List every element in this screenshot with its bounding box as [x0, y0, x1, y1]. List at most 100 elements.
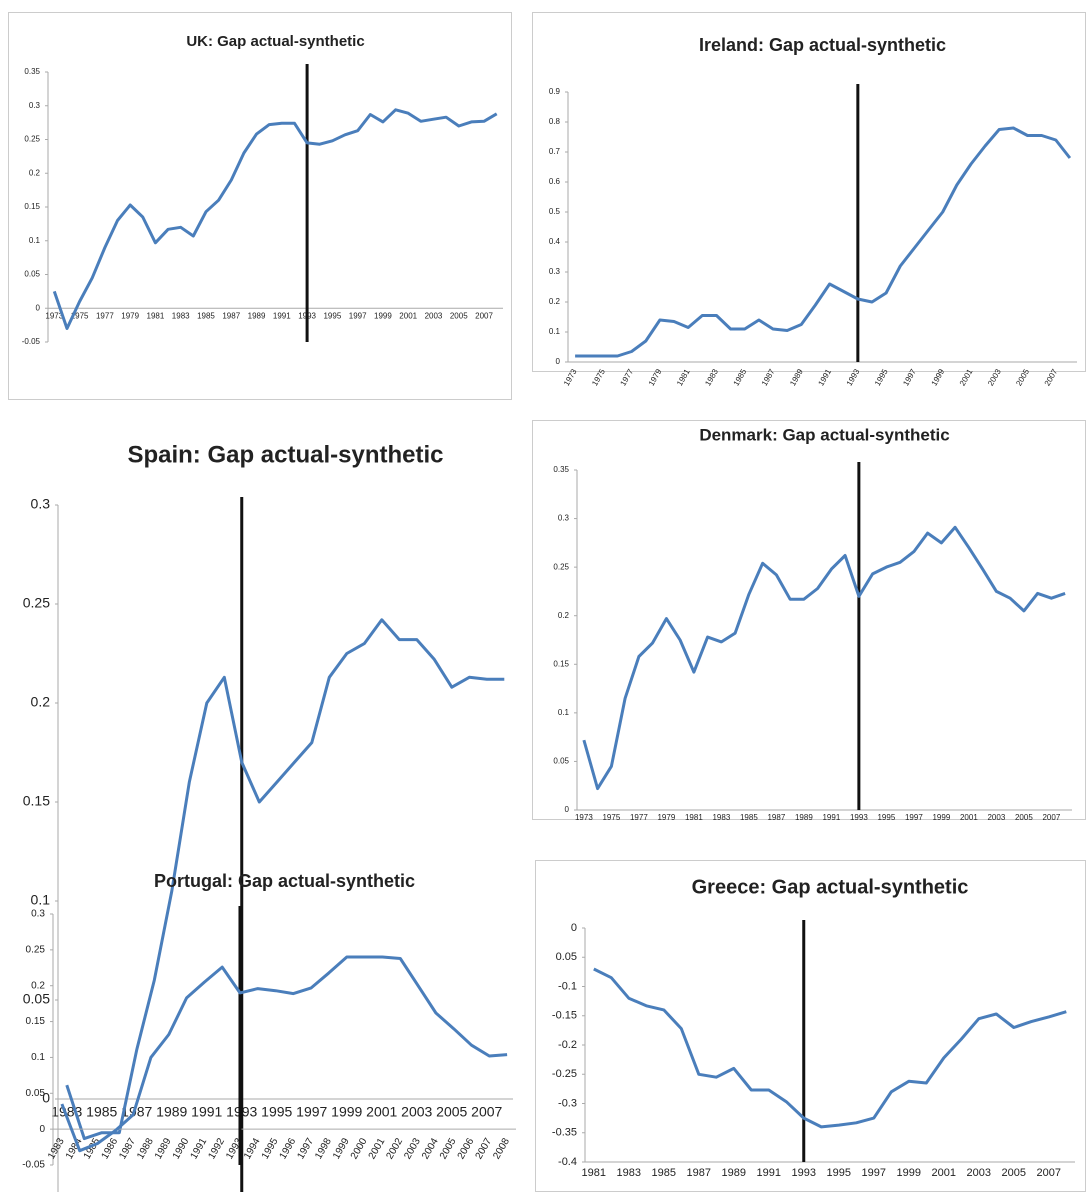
x-tick-label: 1991 [191, 1104, 222, 1120]
y-tick-label: -0.1 [558, 980, 577, 992]
chart-panel: Greece: Gap actual-synthetic -0.4 -0.35 -0.… [535, 860, 1086, 1192]
data-line [52, 108, 498, 330]
x-tick-label: 1985 [740, 813, 758, 822]
x-tick-label: 2007 [471, 1104, 502, 1120]
y-tick-label: 0.1 [558, 708, 570, 717]
x-tick-label: 1993 [792, 1167, 816, 1179]
y-tick-label: 0.05 [24, 270, 40, 279]
x-tick-label: 1973 [562, 367, 579, 387]
y-tick-label: 0.35 [553, 465, 569, 474]
x-tick-label: 1991 [189, 1136, 210, 1161]
x-tick-label: 1987 [222, 311, 240, 320]
y-tick-label: 0.2 [29, 168, 41, 177]
chart-panel: Spain: Gap actual-synthetic -0.05 0 0.05 0.1… [18, 441, 513, 1192]
x-tick-label: 2005 [438, 1136, 459, 1161]
y-tick-label: 0.2 [31, 694, 51, 710]
x-tick-label: 1985 [732, 367, 749, 387]
y-tick-label: 0.3 [31, 496, 51, 512]
x-tick-label: 2001 [958, 367, 975, 387]
y-tick-label: 0.7 [549, 147, 561, 156]
x-tick-label: 1989 [795, 813, 813, 822]
x-tick-label: 1977 [630, 813, 648, 822]
x-tick-label: 2003 [425, 311, 443, 320]
x-tick-label: 1979 [647, 367, 664, 387]
x-tick-label: 1991 [757, 1167, 781, 1179]
panel-border [532, 12, 1086, 372]
x-tick-label: 2005 [1002, 1167, 1026, 1179]
x-tick-label: 1973 [575, 813, 593, 822]
x-tick-label: 2000 [349, 1136, 370, 1161]
x-tick-label: 2001 [932, 1167, 956, 1179]
chart-title: UK: Gap actual-synthetic [186, 33, 364, 50]
x-tick-label: 1987 [687, 1167, 711, 1179]
y-tick-label: -0.2 [558, 1039, 577, 1051]
x-tick-label: 2007 [1042, 813, 1060, 822]
y-tick-label: 0.05 [26, 1088, 46, 1099]
x-tick-label: 1999 [897, 1167, 921, 1179]
x-tick-label: 1983 [617, 1167, 641, 1179]
y-tick-label: 0.05 [553, 757, 569, 766]
y-tick-label: 0.3 [29, 101, 41, 110]
x-tick-label: 2008 [491, 1136, 512, 1161]
x-tick-label: 2007 [1043, 367, 1060, 387]
x-tick-label: 1997 [295, 1136, 316, 1161]
x-tick-label: 2006 [456, 1136, 477, 1161]
x-tick-label: 1999 [331, 1136, 352, 1161]
x-tick-label: 2003 [401, 1104, 432, 1120]
data-line [575, 126, 1072, 358]
x-tick-label: 2002 [384, 1136, 405, 1161]
y-tick-label: 0.15 [26, 1016, 46, 1027]
y-tick-label: 0.05 [556, 951, 577, 963]
x-tick-label: 1993 [845, 367, 862, 387]
chart-title: Denmark: Gap actual-synthetic [699, 425, 949, 444]
x-tick-label: 1999 [331, 1104, 362, 1120]
y-tick-label: 0.35 [24, 67, 40, 76]
y-tick-label: -0.3 [558, 1097, 577, 1109]
x-tick-label: 1999 [374, 311, 392, 320]
y-tick-label: 0.1 [31, 892, 51, 908]
x-tick-label: 1985 [652, 1167, 676, 1179]
y-tick-label: 0.1 [31, 1052, 45, 1063]
chart-panel: UK: Gap actual-synthetic -0.05 0 0.05 0.1 0.1… [8, 12, 512, 400]
x-tick-label: 1973 [45, 311, 63, 320]
x-tick-label: 1991 [273, 311, 291, 320]
y-tick-label: -0.25 [552, 1068, 577, 1080]
y-tick-label: 0.25 [24, 135, 40, 144]
y-tick-label: 0.15 [23, 793, 50, 809]
y-tick-label: 0 [39, 1124, 45, 1135]
y-tick-label: 0.6 [549, 177, 561, 186]
x-tick-label: 1983 [703, 367, 720, 387]
chart-title: Spain: Gap actual-synthetic [127, 441, 443, 468]
x-tick-label: 1989 [248, 311, 266, 320]
x-tick-label: 1985 [86, 1104, 117, 1120]
data-line [60, 955, 508, 1153]
x-tick-label: 1999 [932, 813, 950, 822]
x-tick-label: 1981 [582, 1167, 606, 1179]
chart-panel: Portugal: Gap actual-synthetic-0.0500.05… [22, 871, 516, 1171]
x-tick-label: 1983 [46, 1136, 67, 1161]
y-tick-label: 0.25 [23, 595, 50, 611]
y-tick-label: 0.3 [558, 514, 570, 523]
x-tick-label: 1987 [121, 1104, 152, 1120]
y-tick-label: 0.5 [549, 207, 561, 216]
y-tick-label: 0 [565, 805, 570, 814]
y-tick-label: 0.2 [558, 611, 570, 620]
chart-panel: Denmark: Gap actual-synthetic 0 0.05 0.1 0.1… [532, 420, 1086, 822]
x-tick-label: 2003 [987, 813, 1005, 822]
x-tick-label: 1977 [618, 367, 635, 387]
x-tick-label: 1983 [172, 311, 190, 320]
y-tick-label: -0.05 [18, 1189, 50, 1192]
y-tick-label: 0.4 [549, 237, 561, 246]
x-tick-label: 1995 [873, 367, 890, 387]
x-tick-label: 1985 [197, 311, 215, 320]
data-line [65, 618, 505, 1141]
y-tick-label: 0 [556, 357, 561, 366]
x-tick-label: 1979 [121, 311, 139, 320]
x-tick-label: 1981 [147, 311, 165, 320]
x-tick-label: 2005 [1015, 813, 1033, 822]
x-tick-label: 2001 [960, 813, 978, 822]
x-tick-label: 1994 [242, 1136, 263, 1161]
x-tick-label: 1997 [296, 1104, 327, 1120]
x-tick-label: 1995 [877, 813, 895, 822]
y-tick-label: 0.25 [26, 944, 46, 955]
